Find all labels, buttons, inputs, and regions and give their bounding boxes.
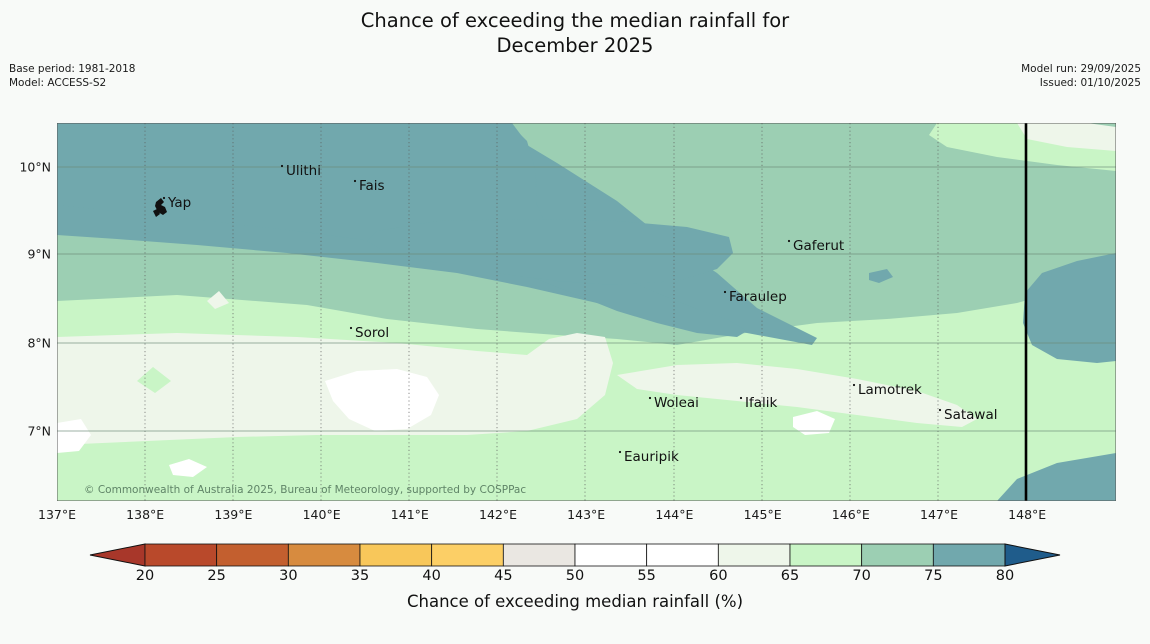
colorbar-band: [144, 543, 218, 567]
copyright-text: © Commonwealth of Australia 2025, Bureau…: [84, 484, 527, 496]
lon-tick-label: 138°E: [126, 507, 165, 522]
metadata-left: Base period: 1981-2018 Model: ACCESS-S2: [9, 63, 135, 90]
colorbar-tick: 20: [135, 568, 155, 584]
colorbar-tick: 80: [995, 568, 1015, 584]
lon-tick-label: 144°E: [655, 507, 694, 522]
colorbar-extend-high: [1004, 543, 1061, 567]
lat-tick-label: 9°N: [27, 246, 51, 262]
lon-tick-label: 145°E: [743, 507, 782, 522]
colorbar-tick: 55: [637, 568, 656, 584]
colorbar-band: [789, 543, 863, 567]
yap-island-shape: [153, 198, 167, 217]
model-text: Model: ACCESS-S2: [9, 76, 107, 89]
colorbar-extend-low: [89, 543, 146, 567]
lon-tick-label: 140°E: [302, 507, 341, 522]
lon-tick-label: 139°E: [214, 507, 253, 522]
colorbar-tick: 65: [780, 568, 800, 584]
issued-text: Issued: 01/10/2025: [1039, 76, 1141, 89]
colorbar-tick-labels: 20 25 30 35 40 45 50 55 60 65 70 75 80: [0, 568, 1150, 590]
lon-tick-label: 147°E: [919, 507, 959, 522]
colorbar-tick: 75: [924, 568, 943, 584]
lon-tick-label: 148°E: [1008, 507, 1047, 522]
title-line-2: December 2025: [496, 34, 654, 57]
lon-tick-label: 137°E: [37, 507, 77, 522]
colorbar-band: [359, 543, 433, 567]
colorbar-band: [932, 543, 1006, 567]
colorbar-tick: 25: [207, 568, 226, 584]
latitude-axis: 10°N 9°N 8°N 7°N: [0, 123, 51, 501]
colorbar-tick: 35: [350, 568, 370, 584]
colorbar-band: [861, 543, 934, 567]
base-period-text: Base period: 1981-2018: [9, 63, 136, 75]
colorbar-band: [717, 543, 791, 567]
colorbar-title: Chance of exceeding median rainfall (%): [406, 592, 744, 611]
colorbar-tick: 50: [565, 568, 585, 584]
longitude-axis: 137°E 138°E 139°E 140°E 141°E 142°E 143°E 144°E…: [38, 507, 1116, 527]
colorbar-tick: 30: [279, 568, 298, 584]
metadata-right: Model run: 29/09/2025 Issued: 01/10/2025: [1021, 63, 1141, 90]
colorbar[interactable]: 20 25 30 35 40 45 50 55 60 65 70 75 80 Chance of exc…: [0, 540, 1150, 644]
lat-tick-label: 10°N: [19, 159, 51, 175]
lon-tick-label: 142°E: [478, 507, 518, 522]
colorbar-band: [646, 543, 719, 567]
forecast-map[interactable]: Yap Ulithi Fais Gaferut Faraulep Sorol Woleai I…: [57, 123, 1116, 501]
lon-tick-label: 143°E: [567, 507, 606, 522]
colorbar-band: [574, 543, 648, 567]
colorbar-band: [431, 543, 504, 567]
colorbar-band: [287, 543, 361, 567]
lat-tick-label: 8°N: [27, 335, 51, 351]
colorbar-tick: 70: [852, 568, 871, 584]
lon-tick-label: 141°E: [390, 507, 429, 522]
lon-tick-label: 146°E: [831, 507, 870, 522]
colorbar-tick: 60: [709, 568, 728, 584]
colorbar-band: [216, 543, 289, 567]
colorbar-tick: 40: [422, 568, 441, 584]
colorbar-tick: 45: [494, 568, 513, 584]
colorbar-band: [502, 543, 576, 567]
title-line-1: Chance of exceeding the median rainfall …: [360, 9, 790, 32]
lat-tick-label: 7°N: [27, 423, 51, 439]
model-run-text: Model run: 29/09/2025: [1021, 63, 1141, 75]
page-title: Chance of exceeding the median rainfall …: [0, 8, 1150, 58]
